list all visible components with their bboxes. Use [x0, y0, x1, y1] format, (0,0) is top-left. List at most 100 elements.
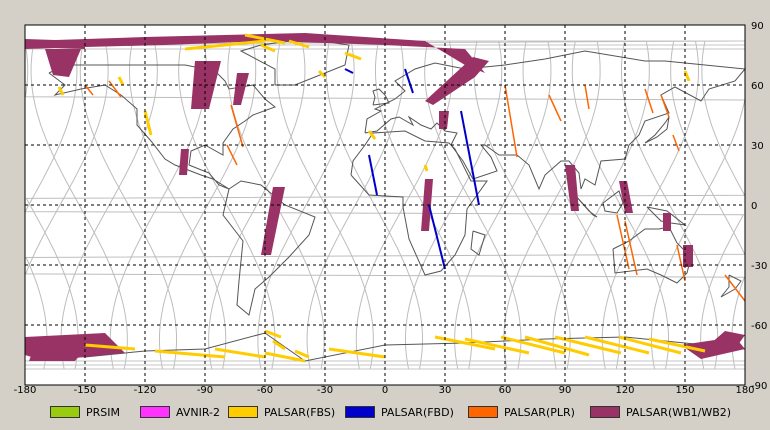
swath-fbs: [367, 130, 377, 140]
y-tick-label: 30: [751, 141, 764, 152]
x-tick-label: -30: [317, 385, 333, 396]
swath-wb: [261, 187, 285, 255]
swath-fbs: [288, 39, 310, 49]
orbit-track: [178, 40, 276, 370]
y-tick-label: -30: [751, 261, 767, 272]
coastline: [48, 64, 277, 190]
swath-fbs: [423, 164, 429, 172]
orbit-track: [24, 40, 746, 370]
swath-plr: [624, 220, 638, 276]
x-tick-label: 120: [615, 385, 634, 396]
legend-item: PALSAR(FBD): [345, 404, 454, 420]
swath-wb: [709, 331, 745, 349]
acquisition-swaths: [25, 33, 746, 363]
swath-fbs: [584, 335, 650, 355]
swath-fbs: [294, 349, 310, 359]
legend-item: PALSAR(PLR): [468, 404, 575, 420]
swath-fbs: [524, 335, 590, 357]
legend-item: AVNIR-2: [140, 404, 220, 420]
swath-fbs: [328, 347, 386, 359]
map-frame: [24, 24, 746, 386]
swath-wb: [233, 73, 249, 105]
swath-plr: [84, 84, 94, 96]
swath-wb: [45, 49, 81, 77]
orbit-track: [208, 40, 306, 370]
swath-fbd: [344, 68, 354, 74]
coastline: [470, 230, 486, 256]
swath-plr: [584, 84, 590, 110]
orbit-track: [503, 40, 601, 370]
swath-fbs: [184, 39, 266, 51]
x-tick-label: -120: [134, 385, 157, 396]
legend-swatch: [345, 406, 375, 418]
graticule: [25, 25, 745, 385]
swath-fbs: [344, 51, 362, 61]
swath-fbs: [57, 86, 65, 96]
coastline: [24, 332, 746, 362]
swath-plr: [616, 214, 630, 270]
swath-fbd: [460, 110, 480, 206]
coverage-map: -180 -150 -120 -90 -60 -30 0 30 60 90 120 150 180 90…: [14, 21, 768, 396]
swath-fbs: [554, 335, 622, 355]
swath-wb: [25, 39, 85, 49]
swath-fbs: [264, 351, 306, 363]
legend-label: PALSAR(PLR): [504, 405, 575, 419]
swath-wb: [619, 181, 633, 213]
orbit-track: [24, 40, 745, 370]
x-tick-label: -60: [257, 385, 273, 396]
x-tick-label: 30: [439, 385, 452, 396]
swath-plr: [548, 94, 562, 122]
swath-wb: [25, 33, 485, 73]
swath-plr: [644, 88, 654, 114]
legend-swatch: [50, 406, 80, 418]
x-tick-label: -180: [14, 385, 37, 396]
legend-swatch: [468, 406, 498, 418]
y-tick-label: 90: [751, 21, 764, 32]
x-tick-label: 180: [735, 385, 754, 396]
orbit-track: [25, 40, 746, 370]
x-tick-label: 90: [559, 385, 572, 396]
swath-fbs: [317, 69, 327, 79]
swath-fbs: [648, 337, 706, 353]
swath-fbs: [683, 70, 691, 82]
x-tick-label: 60: [499, 385, 512, 396]
x-tick-label: 150: [675, 385, 694, 396]
legend-swatch: [228, 406, 258, 418]
swath-fbs: [84, 343, 136, 351]
coastline: [602, 190, 624, 214]
coastline: [372, 88, 390, 106]
swath-fbd: [428, 204, 446, 270]
orbit-track: [473, 40, 571, 370]
x-tick-label: -90: [197, 385, 213, 396]
legend-swatch: [590, 406, 620, 418]
swath-fbs: [500, 335, 566, 355]
coastline: [222, 180, 316, 316]
swath-plr: [676, 244, 686, 282]
legend-label: PALSAR(WB1/WB2): [626, 405, 732, 419]
swath-plr: [230, 104, 244, 148]
coastline: [646, 206, 687, 226]
swath-plr: [660, 94, 670, 118]
swath-wb: [565, 165, 579, 211]
swath-fbs: [464, 337, 530, 355]
swath-fbd: [368, 154, 378, 196]
swath-fbs: [143, 110, 153, 136]
swath-fbs: [272, 339, 286, 351]
x-tick-label: 0: [382, 385, 388, 396]
coastline: [720, 274, 742, 298]
swath-fbs: [260, 43, 276, 53]
y-tick-label: 0: [751, 201, 757, 212]
y-tick-label: -90: [751, 381, 767, 392]
legend-label: PALSAR(FBS): [264, 405, 336, 419]
swath-wb: [179, 149, 189, 175]
legend: PRSIM AVNIR-2 PALSAR(FBS) PALSAR(FBD) PALSAR…: [0, 400, 770, 426]
legend-label: PRSIM: [86, 405, 120, 419]
swath-plr: [226, 144, 238, 166]
swath-wb: [29, 345, 85, 361]
x-tick-labels-bottom: -180 -150 -120 -90 -60 -30 0 30 60 90 120 150 180: [14, 385, 755, 396]
legend-item: PRSIM: [50, 404, 120, 420]
x-tick-label: -150: [74, 385, 97, 396]
legend-label: AVNIR-2: [176, 405, 220, 419]
orbit-track: [424, 40, 522, 370]
swath-fbs: [117, 76, 125, 86]
